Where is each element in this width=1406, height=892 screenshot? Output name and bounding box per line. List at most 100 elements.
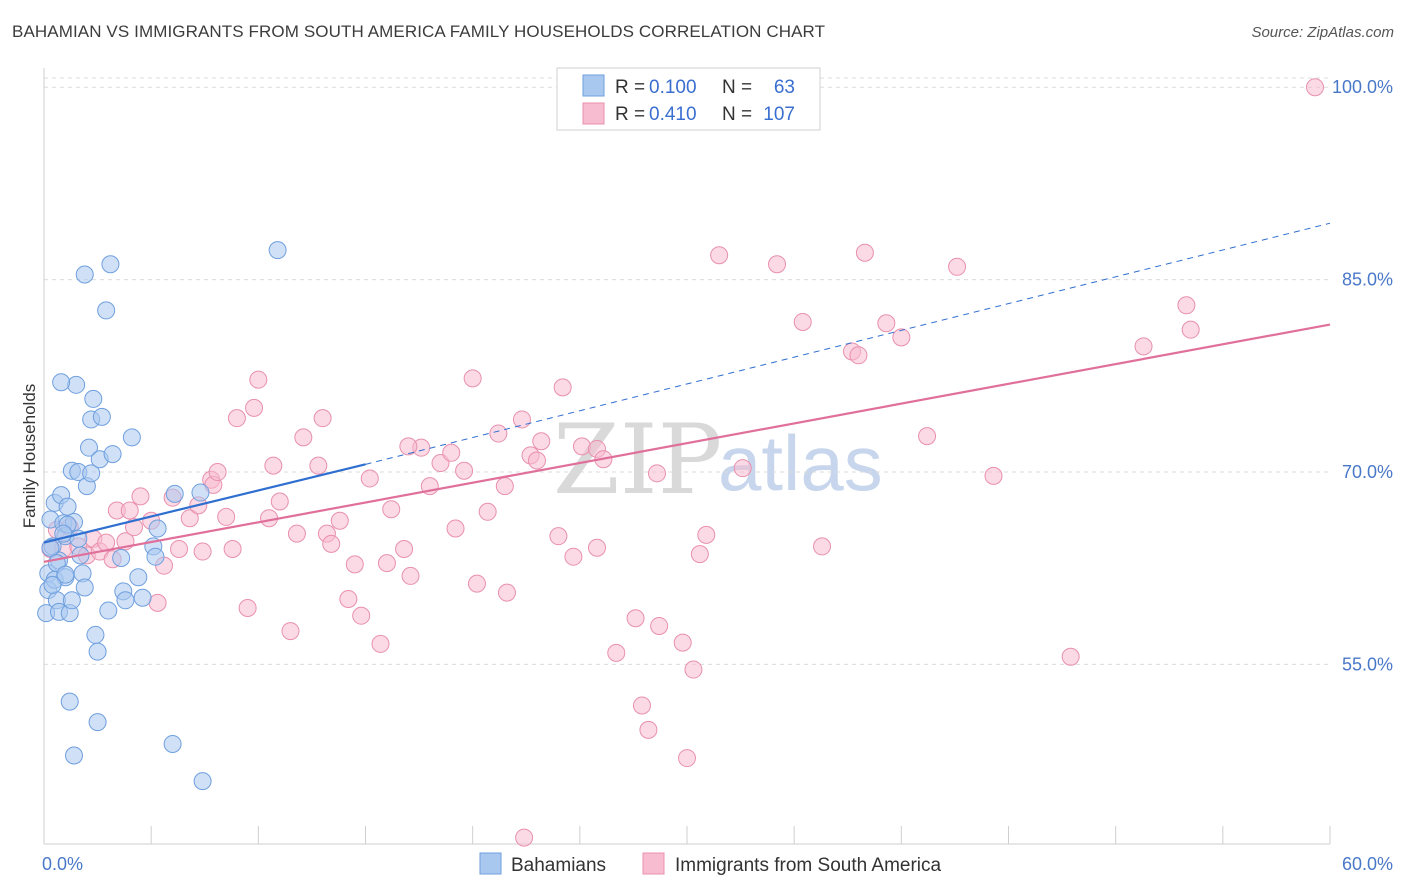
data-point	[1305, 78, 1324, 97]
legend: R = 0.100 N = 63 R = 0.410 N = 107	[556, 67, 821, 131]
data-point	[345, 555, 364, 574]
data-point	[793, 312, 812, 331]
bottom-legend-swatch-bahamians	[479, 852, 502, 875]
series-bahamians-points	[37, 241, 287, 791]
data-point	[208, 463, 227, 482]
data-point	[697, 525, 716, 544]
bottom-legend-label-immigrants: Immigrants from South America	[675, 855, 942, 876]
chart-title: BAHAMIAN VS IMMIGRANTS FROM SOUTH AMERIC…	[12, 22, 826, 41]
grid	[44, 77, 1330, 665]
data-point	[122, 428, 141, 447]
legend-r-value-1: 0.100	[649, 77, 697, 98]
data-point	[733, 459, 752, 478]
legend-swatch-bahamians	[582, 74, 605, 97]
data-point	[294, 428, 313, 447]
data-point	[446, 519, 465, 538]
data-point	[330, 511, 349, 530]
data-point	[249, 370, 268, 389]
data-point	[52, 373, 71, 392]
data-point	[497, 583, 516, 602]
data-point	[339, 590, 358, 609]
legend-n-label-2: N =	[722, 104, 752, 125]
data-point	[647, 464, 666, 483]
data-point	[684, 660, 703, 679]
data-point	[399, 437, 418, 456]
data-point	[62, 591, 81, 610]
data-point	[129, 568, 148, 587]
data-point	[287, 524, 306, 543]
data-point	[1181, 320, 1200, 339]
y-tick-label: 55.0%	[1342, 654, 1393, 674]
trend-lines	[43, 222, 1331, 563]
data-point	[125, 518, 144, 537]
data-point	[60, 692, 79, 711]
data-point	[322, 534, 341, 553]
data-point	[41, 538, 60, 557]
data-point	[495, 477, 514, 496]
legend-n-value-2: 107	[763, 104, 795, 125]
series-immigrants-points	[41, 78, 1324, 847]
data-point	[377, 554, 396, 573]
data-point	[572, 437, 591, 456]
trend-line-immigrants	[43, 323, 1331, 563]
data-point	[918, 427, 937, 446]
data-point	[75, 578, 94, 597]
trend-line-bahamians	[43, 463, 366, 544]
source-label: Source: ZipAtlas.com	[1251, 24, 1394, 41]
data-point	[549, 527, 568, 546]
data-point	[1061, 647, 1080, 666]
data-point	[442, 443, 461, 462]
data-point	[467, 574, 486, 593]
data-point	[710, 246, 729, 265]
data-point	[587, 538, 606, 557]
data-point	[690, 545, 709, 564]
data-point	[309, 456, 328, 475]
data-point	[1177, 296, 1196, 315]
data-point	[56, 565, 75, 584]
data-point	[133, 588, 152, 607]
legend-n-label-1: N =	[722, 77, 752, 98]
data-point	[650, 616, 669, 635]
data-point	[564, 547, 583, 566]
data-point	[892, 328, 911, 347]
legend-r-value-2: 0.410	[649, 104, 697, 125]
data-point	[80, 438, 99, 457]
data-point	[88, 713, 107, 732]
data-point	[193, 542, 212, 561]
data-point	[43, 575, 62, 594]
data-point	[148, 593, 167, 612]
data-point	[360, 469, 379, 488]
data-point	[88, 642, 107, 661]
data-point	[553, 378, 572, 397]
data-point	[532, 432, 551, 451]
y-tick-label: 85.0%	[1342, 270, 1393, 290]
data-point	[193, 772, 212, 791]
data-point	[92, 407, 111, 426]
data-point	[270, 492, 289, 511]
watermark-zip: ZIP	[553, 404, 722, 516]
data-point	[116, 591, 135, 610]
data-point	[984, 466, 1003, 485]
data-point	[401, 566, 420, 585]
data-point	[678, 749, 696, 768]
data-point	[489, 424, 508, 443]
data-point	[281, 622, 300, 641]
data-point	[165, 484, 184, 503]
data-point	[768, 255, 787, 274]
bottom-legend: Bahamians Immigrants from South America	[479, 852, 942, 876]
data-point	[352, 606, 371, 625]
data-point	[163, 734, 182, 753]
data-point	[607, 643, 626, 662]
trend-line-bahamians-extension	[365, 222, 1331, 465]
data-point	[639, 720, 658, 739]
y-axis-title: Family Households	[20, 384, 39, 529]
data-point	[371, 634, 390, 653]
data-point	[112, 548, 131, 567]
data-point	[67, 375, 86, 394]
data-point	[120, 501, 139, 520]
data-point	[515, 828, 534, 847]
data-point	[238, 598, 257, 617]
data-point	[65, 746, 84, 765]
legend-r-label-2: R =	[615, 104, 645, 125]
